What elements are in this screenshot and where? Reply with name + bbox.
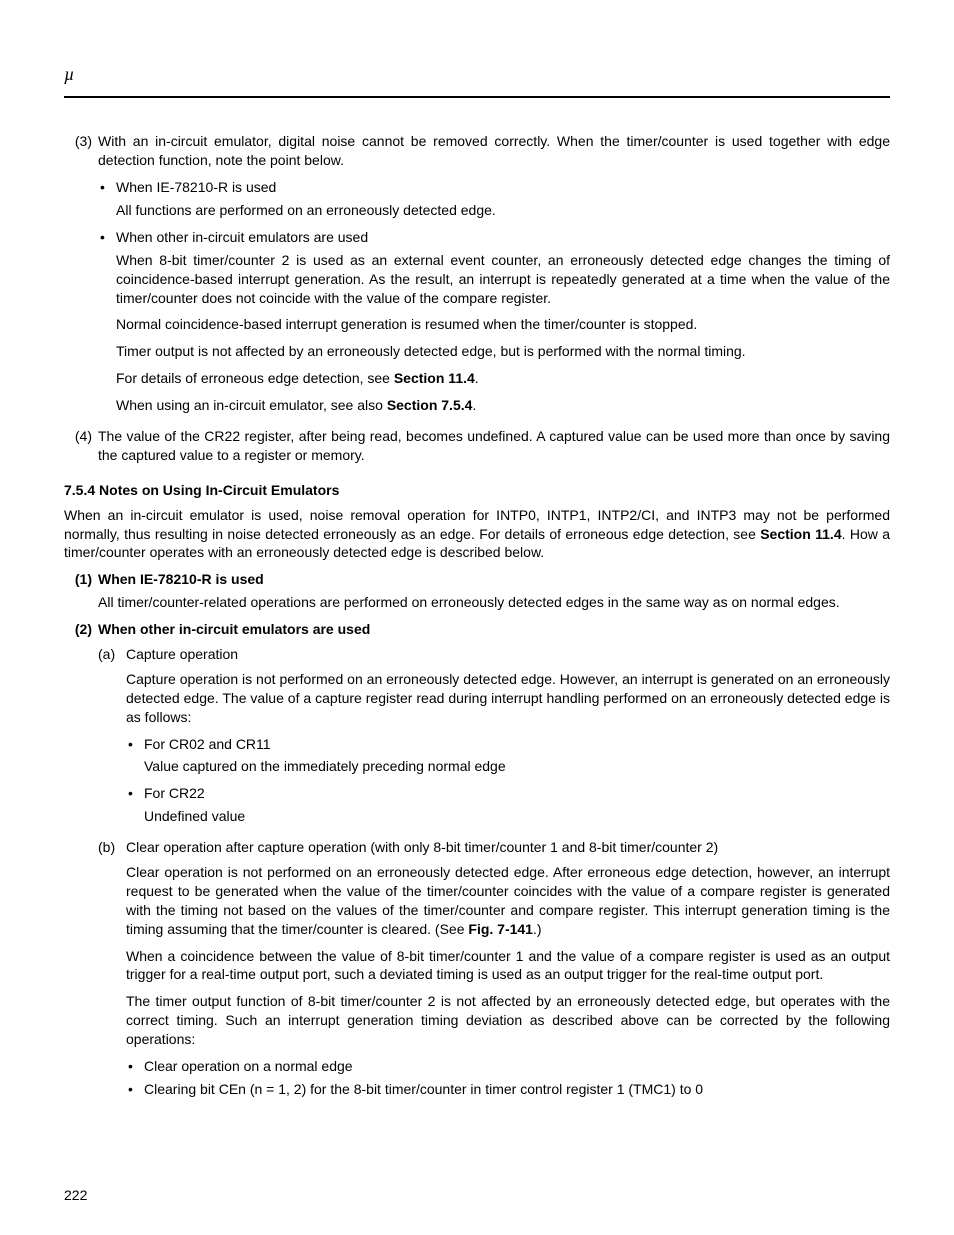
item3-b2-p1: When 8-bit timer/counter 2 is used as an… — [116, 251, 890, 308]
item3-bullet-2: When other in-circuit emulators are used — [98, 228, 890, 247]
s2-title: When other in-circuit emulators are used — [98, 620, 890, 639]
figure-ref: Fig. 7-141 — [468, 921, 533, 937]
section-ref: Section 7.5.4 — [387, 397, 473, 413]
text: . — [475, 370, 479, 386]
section-item-1: (1) When IE-78210-R is used All timer/co… — [64, 570, 890, 612]
bullet-title: When other in-circuit emulators are used — [116, 229, 368, 245]
s2-b-bullet-2: Clearing bit CEn (n = 1, 2) for the 8-bi… — [126, 1080, 890, 1099]
s2-b-title: Clear operation after capture operation … — [126, 838, 890, 857]
item3-bullet-1: When IE-78210-R is used — [98, 178, 890, 197]
s2-a-title: Capture operation — [126, 645, 890, 664]
item-number: (3) — [64, 132, 98, 423]
item4-text: The value of the CR22 register, after be… — [98, 427, 890, 465]
s1-title: When IE-78210-R is used — [98, 570, 890, 589]
sub-marker: (b) — [98, 838, 126, 1103]
item3-b2-p5: When using an in-circuit emulator, see a… — [116, 396, 890, 415]
text: When using an in-circuit emulator, see a… — [116, 397, 387, 413]
s2-b-p1: Clear operation is not performed on an e… — [126, 863, 890, 939]
item-number: (1) — [64, 570, 98, 612]
s2-b-p2: When a coincidence between the value of … — [126, 947, 890, 985]
s2-b-bullet-1: Clear operation on a normal edge — [126, 1057, 890, 1076]
bullet-text: Clear operation on a normal edge — [144, 1058, 353, 1074]
item-number: (4) — [64, 427, 98, 465]
bullet-title: For CR02 and CR11 — [144, 736, 271, 752]
item3-b2-p3: Timer output is not affected by an erron… — [116, 342, 890, 361]
s2-a-bullet-1: For CR02 and CR11 — [126, 735, 890, 754]
text: .) — [533, 921, 542, 937]
section-7-5-4-title: 7.5.4 Notes on Using In-Circuit Emulator… — [64, 481, 890, 500]
s1-p1: All timer/counter-related operations are… — [98, 593, 890, 612]
bullet-text: Clearing bit CEn (n = 1, 2) for the 8-bi… — [144, 1081, 703, 1097]
item3-intro: With an in-circuit emulator, digital noi… — [98, 132, 890, 170]
section-item-2: (2) When other in-circuit emulators are … — [64, 620, 890, 1107]
item3-b1-p1: All functions are performed on an errone… — [116, 201, 890, 220]
s2-b-p3: The timer output function of 8-bit timer… — [126, 992, 890, 1049]
s2-a-bullet-2: For CR22 — [126, 784, 890, 803]
text: For details of erroneous edge detection,… — [116, 370, 394, 386]
s2-a-p1: Capture operation is not performed on an… — [126, 670, 890, 727]
bullet-title: For CR22 — [144, 785, 205, 801]
page-number: 222 — [64, 1186, 87, 1205]
header-mu: µ — [64, 62, 890, 86]
item3-b2-p4: For details of erroneous edge detection,… — [116, 369, 890, 388]
section-7-5-4-intro: When an in-circuit emulator is used, noi… — [64, 506, 890, 563]
bullet-title: When IE-78210-R is used — [116, 179, 276, 195]
section-ref: Section 11.4 — [760, 526, 841, 542]
s2-a-b2-p: Undefined value — [144, 807, 890, 826]
item-number: (2) — [64, 620, 98, 1107]
s2-a: (a) Capture operation Capture operation … — [98, 645, 890, 834]
s2-a-b1-p: Value captured on the immediately preced… — [144, 757, 890, 776]
sub-marker: (a) — [98, 645, 126, 834]
list-item-4: (4) The value of the CR22 register, afte… — [64, 427, 890, 465]
list-item-3: (3) With an in-circuit emulator, digital… — [64, 132, 890, 423]
item3-b2-p2: Normal coincidence-based interrupt gener… — [116, 315, 890, 334]
document-page: µ (3) With an in-circuit emulator, digit… — [0, 0, 954, 1235]
header-rule — [64, 96, 890, 98]
text: . — [472, 397, 476, 413]
s2-b: (b) Clear operation after capture operat… — [98, 838, 890, 1103]
section-ref: Section 11.4 — [394, 370, 475, 386]
